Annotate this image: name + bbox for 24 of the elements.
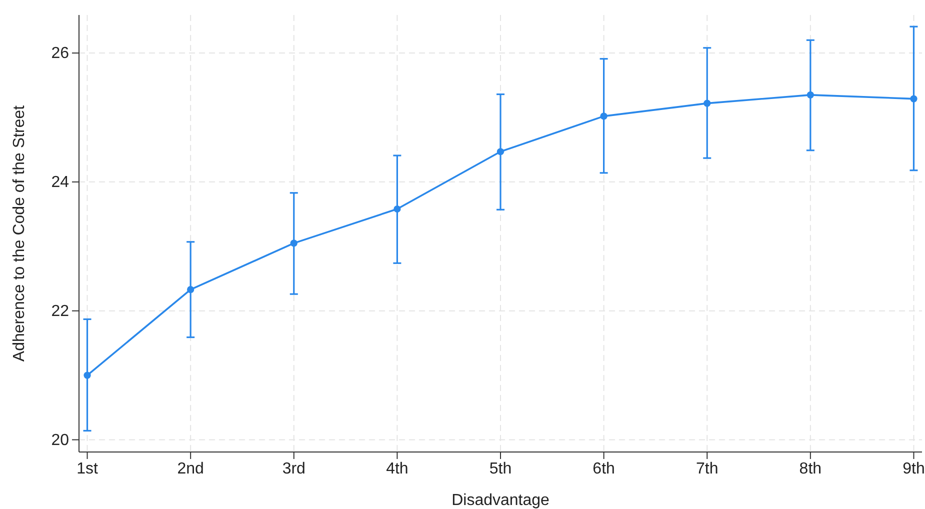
x-tick-label: 1st — [76, 460, 98, 478]
point — [806, 91, 814, 98]
x-tick-label: 7th — [696, 460, 718, 478]
y-tick-label: 26 — [51, 45, 70, 62]
y-tick-label: 20 — [51, 432, 70, 449]
x-tick-label: 6th — [592, 460, 615, 478]
x-axis-title: Disadvantage — [452, 492, 550, 509]
point — [187, 286, 194, 294]
x-tick-label: 2nd — [177, 460, 204, 478]
point — [704, 100, 711, 107]
y-tick-label: 22 — [51, 302, 70, 320]
point — [496, 148, 504, 156]
point — [394, 205, 401, 213]
x-tick-label: 3rd — [282, 460, 306, 478]
point — [84, 372, 91, 379]
point — [910, 95, 918, 102]
y-axis-title: Adherence to the Code of the Street — [11, 104, 28, 362]
y-tick-label: 24 — [51, 174, 70, 192]
x-tick-label: 9th — [902, 460, 925, 478]
x-tick-label: 4th — [386, 460, 408, 478]
x-tick-label: 5th — [489, 460, 512, 478]
point — [600, 112, 608, 120]
point — [290, 240, 298, 247]
x-tick-label: 8th — [799, 460, 822, 478]
